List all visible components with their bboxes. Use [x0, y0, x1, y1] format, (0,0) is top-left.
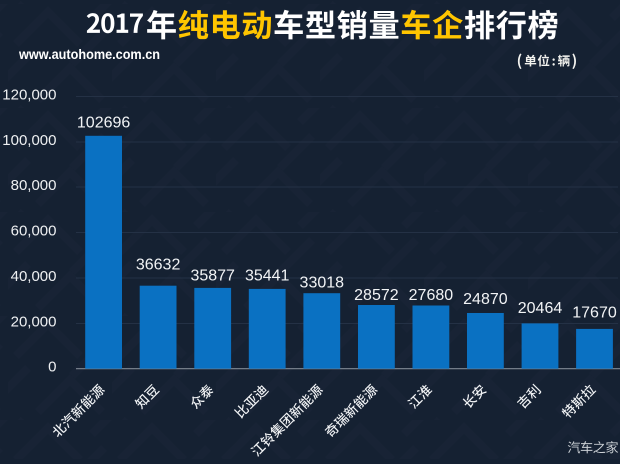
svg-text:20464: 20464	[518, 300, 563, 317]
svg-text:www.autohome.com.cn: www.autohome.com.cn	[18, 47, 160, 63]
svg-text:36632: 36632	[136, 257, 181, 274]
svg-text:20,000: 20,000	[11, 313, 57, 330]
svg-text:0: 0	[48, 359, 56, 376]
svg-text:102696: 102696	[77, 115, 130, 132]
svg-text:35441: 35441	[245, 267, 290, 284]
svg-text:17670: 17670	[572, 305, 617, 322]
svg-text:27680: 27680	[409, 287, 454, 304]
svg-text:40,000: 40,000	[11, 268, 57, 285]
svg-text:33018: 33018	[300, 275, 345, 292]
svg-text:120,000: 120,000	[2, 86, 56, 103]
svg-text:80,000: 80,000	[11, 177, 57, 194]
svg-text:28572: 28572	[354, 287, 399, 304]
svg-text:60,000: 60,000	[11, 223, 57, 240]
svg-text:24870: 24870	[463, 291, 508, 308]
svg-text:100,000: 100,000	[2, 132, 56, 149]
svg-text:35877: 35877	[190, 267, 235, 284]
